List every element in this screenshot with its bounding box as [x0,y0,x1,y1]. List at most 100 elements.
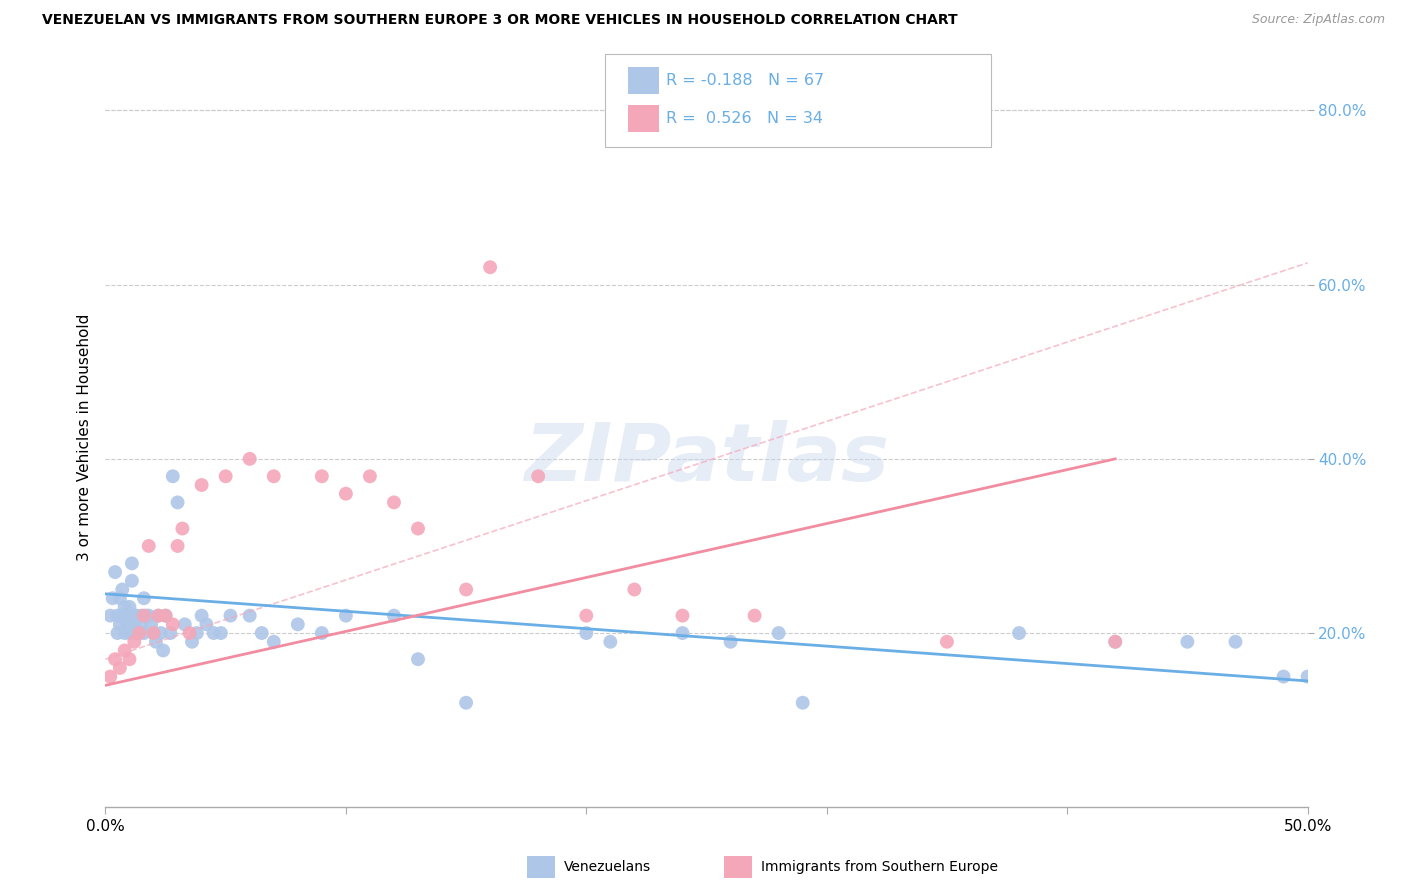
Point [107,608,129,623]
Point [190,608,212,623]
Point [454,582,477,597]
Point [132,608,155,623]
Text: Venezuelans: Venezuelans [564,860,651,874]
Point [335,608,357,623]
Point [98,608,121,623]
Point [250,626,273,640]
Point [98,670,121,684]
Point [118,599,141,614]
Point [142,626,165,640]
Point [125,626,148,640]
Point [131,617,153,632]
Point [152,643,174,657]
Point [128,626,150,640]
Point [1175,634,1198,648]
Point [135,608,157,623]
Point [202,626,225,640]
Point [108,617,131,632]
Text: ZIPatlas: ZIPatlas [524,420,889,499]
Point [239,608,262,623]
Point [148,608,170,623]
Text: Source: ZipAtlas.com: Source: ZipAtlas.com [1251,13,1385,27]
Point [186,626,208,640]
Point [159,626,181,640]
Text: VENEZUELAN VS IMMIGRANTS FROM SOUTHERN EUROPE 3 OR MORE VEHICLES IN HOUSEHOLD CO: VENEZUELAN VS IMMIGRANTS FROM SOUTHERN E… [42,13,957,28]
Point [131,608,153,623]
Point [1296,670,1319,684]
Point [121,557,143,571]
Point [149,626,172,640]
Point [768,626,790,640]
Point [671,626,693,640]
Point [138,608,160,623]
Point [128,626,150,640]
Point [101,591,124,606]
Point [166,539,188,553]
Point [1225,634,1247,648]
Point [107,626,129,640]
Point [155,608,177,623]
Point [1272,670,1295,684]
Point [623,582,645,597]
Point [382,495,405,509]
Point [124,608,146,623]
Point [575,626,598,640]
Text: R =  0.526   N = 34: R = 0.526 N = 34 [666,112,824,126]
Point [139,617,162,632]
Point [115,617,138,632]
Point [108,661,131,675]
Point [382,608,405,623]
Point [219,608,242,623]
Point [166,495,188,509]
Point [1104,634,1126,648]
Point [181,634,204,648]
Point [173,617,195,632]
Point [118,626,141,640]
Point [214,469,236,483]
Point [190,478,212,492]
Point [142,626,165,640]
Point [108,591,131,606]
Point [145,634,167,648]
Y-axis label: 3 or more Vehicles in Household: 3 or more Vehicles in Household [77,313,93,561]
Point [1104,634,1126,648]
Point [195,617,218,632]
Point [311,469,333,483]
Text: Immigrants from Southern Europe: Immigrants from Southern Europe [761,860,998,874]
Point [479,260,502,275]
Point [263,634,285,648]
Point [172,522,194,536]
Point [115,608,138,623]
Point [121,574,143,588]
Point [114,599,136,614]
Point [124,634,146,648]
Point [132,591,155,606]
Point [936,634,959,648]
Point [454,696,477,710]
Point [792,696,814,710]
Point [111,608,134,623]
Point [124,617,146,632]
Point [335,486,357,500]
Point [744,608,766,623]
Point [575,608,598,623]
Point [111,582,134,597]
Point [138,539,160,553]
Point [162,469,184,483]
Point [209,626,232,640]
Point [720,634,742,648]
Point [125,608,148,623]
Point [114,643,136,657]
Text: R = -0.188   N = 67: R = -0.188 N = 67 [666,73,824,87]
Point [527,469,550,483]
Point [162,617,184,632]
Point [311,626,333,640]
Point [104,652,127,666]
Point [599,634,621,648]
Point [1008,626,1031,640]
Point [132,626,155,640]
Point [118,652,141,666]
Point [179,626,201,640]
Point [671,608,693,623]
Point [406,522,429,536]
